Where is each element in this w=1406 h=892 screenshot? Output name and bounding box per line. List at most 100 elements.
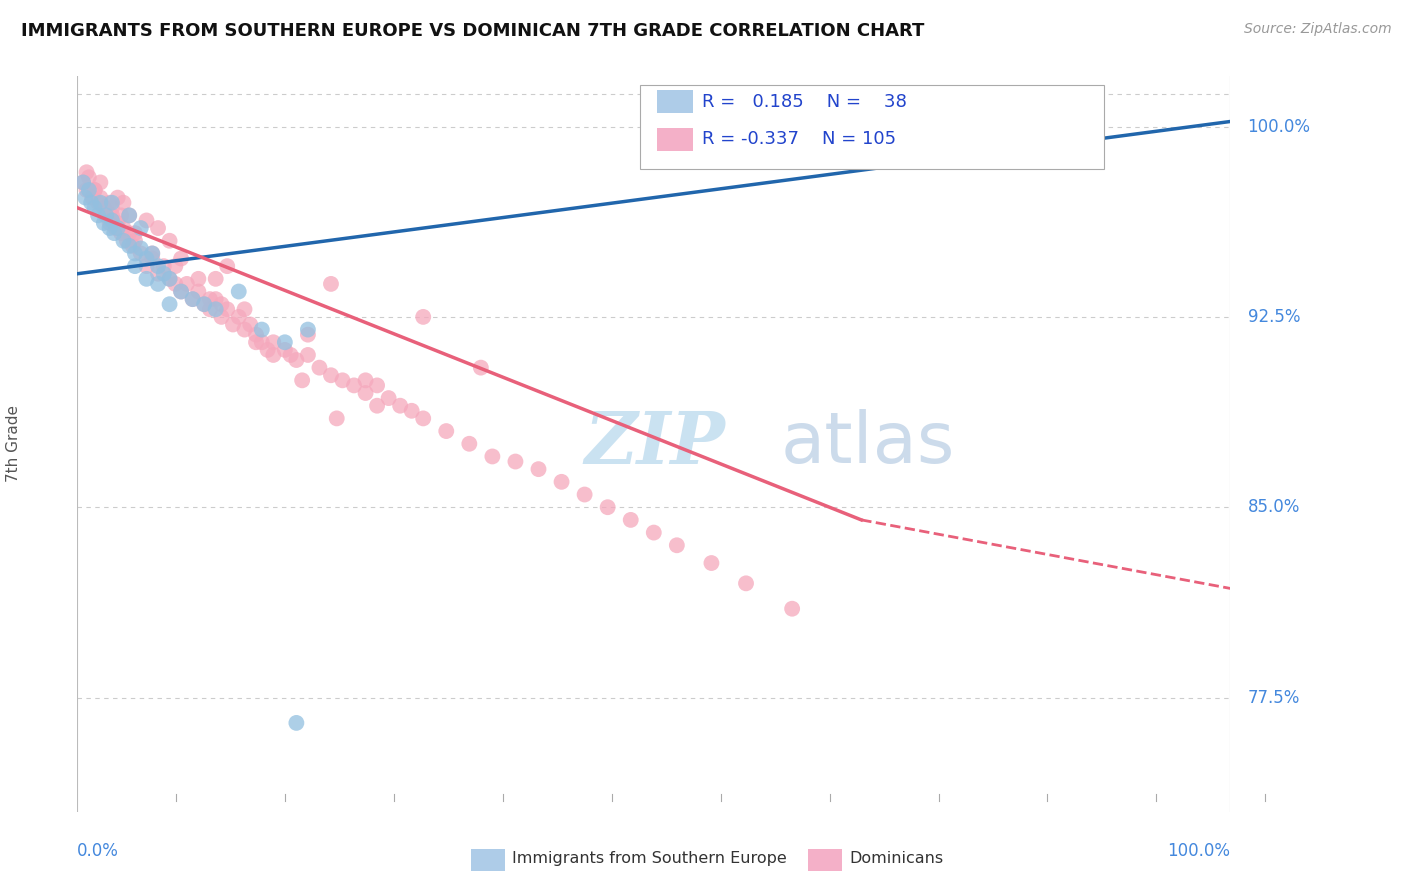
Point xyxy=(262,335,284,350)
Point xyxy=(176,277,198,291)
Point xyxy=(124,259,146,273)
Point xyxy=(285,353,308,368)
Point xyxy=(204,272,226,286)
Point xyxy=(193,297,215,311)
Point xyxy=(110,226,132,240)
Point xyxy=(274,343,297,357)
Point xyxy=(118,239,141,253)
Point xyxy=(159,297,181,311)
Point xyxy=(135,259,157,273)
Point xyxy=(101,195,124,210)
Point xyxy=(332,373,354,387)
Point xyxy=(250,335,273,350)
Point xyxy=(297,327,319,342)
Point xyxy=(377,391,399,405)
Point xyxy=(211,310,233,324)
Point xyxy=(354,373,377,387)
Point xyxy=(187,272,209,286)
Point xyxy=(527,462,550,476)
Point xyxy=(77,183,100,197)
Text: IMMIGRANTS FROM SOUTHERN EUROPE VS DOMINICAN 7TH GRADE CORRELATION CHART: IMMIGRANTS FROM SOUTHERN EUROPE VS DOMIN… xyxy=(21,22,925,40)
Point xyxy=(87,208,110,222)
Point xyxy=(89,191,111,205)
Point xyxy=(98,216,121,230)
Point xyxy=(98,221,121,235)
Point xyxy=(458,436,481,450)
Point xyxy=(80,195,103,210)
Point xyxy=(146,267,169,281)
Point xyxy=(146,221,169,235)
Point xyxy=(256,343,278,357)
Point xyxy=(124,234,146,248)
Point xyxy=(470,360,492,375)
Point xyxy=(93,201,115,215)
Point xyxy=(93,216,115,230)
Point xyxy=(665,538,688,552)
Point xyxy=(115,234,138,248)
Point xyxy=(77,170,100,185)
Point xyxy=(228,285,250,299)
Point xyxy=(72,175,94,189)
Point xyxy=(700,556,723,570)
Point xyxy=(141,246,163,260)
Point xyxy=(366,378,388,392)
Point xyxy=(233,322,256,336)
Point xyxy=(245,327,267,342)
Point xyxy=(297,348,319,362)
Point xyxy=(211,297,233,311)
Point xyxy=(101,213,124,227)
Point xyxy=(262,348,284,362)
Point xyxy=(550,475,572,489)
Point xyxy=(274,335,297,350)
Point xyxy=(193,297,215,311)
Point xyxy=(574,487,596,501)
Point xyxy=(135,213,157,227)
Text: 7th Grade: 7th Grade xyxy=(7,405,21,483)
Text: 77.5%: 77.5% xyxy=(1247,689,1301,706)
Text: 0.0%: 0.0% xyxy=(77,842,120,860)
Point xyxy=(181,292,204,306)
Point xyxy=(129,246,152,260)
Point xyxy=(250,322,273,336)
Point xyxy=(107,191,129,205)
Point xyxy=(96,208,118,222)
Point xyxy=(101,201,124,215)
Point xyxy=(434,424,457,438)
Point xyxy=(83,183,105,197)
Point xyxy=(82,191,104,205)
Point xyxy=(72,175,94,189)
Point xyxy=(643,525,665,540)
Point xyxy=(297,322,319,336)
Point xyxy=(181,292,204,306)
Point xyxy=(389,399,412,413)
Text: Source: ZipAtlas.com: Source: ZipAtlas.com xyxy=(1244,22,1392,37)
Point xyxy=(366,399,388,413)
Point xyxy=(135,252,157,266)
Point xyxy=(153,259,174,273)
Point xyxy=(222,318,245,332)
Point xyxy=(217,259,239,273)
Point xyxy=(319,368,342,383)
Point xyxy=(481,450,503,464)
Point xyxy=(76,165,98,179)
Point xyxy=(83,201,105,215)
Point xyxy=(170,285,193,299)
Point xyxy=(165,259,187,273)
Point xyxy=(107,216,129,230)
Point xyxy=(285,715,308,730)
Point xyxy=(83,183,105,197)
Point xyxy=(135,272,157,286)
Point xyxy=(141,252,163,266)
Point xyxy=(596,500,619,515)
Point xyxy=(76,183,98,197)
Point xyxy=(96,208,118,222)
Point xyxy=(204,302,226,317)
Point xyxy=(103,226,125,240)
Point xyxy=(159,272,181,286)
Point xyxy=(401,404,423,418)
Point xyxy=(87,195,110,210)
Text: R =   0.185    N =    38: R = 0.185 N = 38 xyxy=(702,93,907,111)
Point xyxy=(343,378,366,392)
Point xyxy=(170,285,193,299)
Point xyxy=(112,195,135,210)
